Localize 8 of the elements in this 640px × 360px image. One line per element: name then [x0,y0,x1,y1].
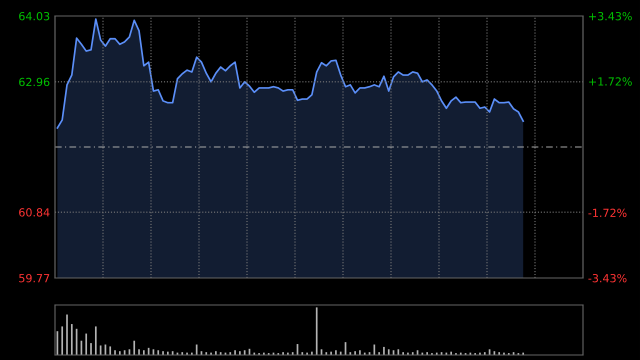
y2-tick-label: +3.43% [589,12,632,20]
y2-tick-label: -3.43% [588,274,627,282]
y-tick-label: 60.84 [19,208,50,217]
y-tick-label: 64.03 [19,12,50,20]
y-tick-label: 59.77 [19,274,50,282]
y2-tick-label: +1.72% [589,77,632,86]
y-tick-label: 62.96 [19,78,50,86]
y2-tick-label: -1.72% [588,208,627,218]
